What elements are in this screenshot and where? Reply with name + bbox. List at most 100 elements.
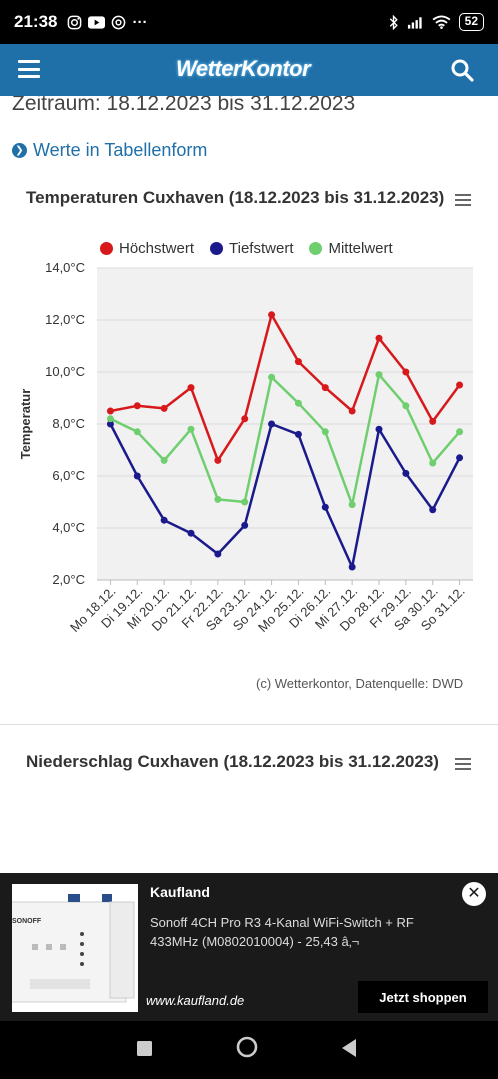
product-image[interactable]: SONOFF — [12, 884, 138, 1012]
product-label-text: SONOFF — [12, 918, 42, 925]
data-point — [133, 472, 141, 480]
ad-banner[interactable]: SONOFF Kaufland Sonoff 4CH Pro R3 4-Kana… — [0, 873, 498, 1021]
data-point — [348, 407, 356, 415]
series-line-0 — [110, 313, 461, 462]
page-title: Zeitraum: 18.12.2023 bis 31.12.2023 — [12, 96, 356, 115]
table-link[interactable]: ❯ Werte in Tabellenform — [12, 140, 207, 161]
data-point — [160, 404, 168, 412]
data-point — [456, 428, 464, 436]
search-icon[interactable] — [450, 58, 474, 82]
data-point — [133, 402, 141, 410]
ad-description[interactable]: Sonoff 4CH Pro R3 4-Kanal WiFi-Switch + … — [150, 915, 414, 949]
data-point — [294, 399, 302, 407]
status-time: 21:38 — [14, 12, 58, 31]
site-logo[interactable]: WetterKontor — [176, 56, 311, 82]
data-point — [268, 373, 276, 381]
instagram-icon — [68, 15, 82, 29]
data-point — [214, 495, 222, 503]
data-point — [160, 456, 168, 464]
data-point — [321, 503, 329, 511]
temperature-chart-title: Temperaturen Cuxhaven (18.12.2023 bis 31… — [26, 188, 445, 207]
legend-item-hoechst[interactable]: Höchstwert — [100, 240, 194, 257]
data-point — [241, 498, 249, 506]
data-point — [160, 516, 168, 524]
data-point — [106, 407, 114, 415]
series-line-2 — [109, 373, 461, 506]
y-tick-label: 8,0°C — [52, 416, 85, 431]
data-point — [456, 454, 464, 462]
temperature-chart: 2,0°C4,0°C6,0°C8,0°C10,0°C12,0°C14,0°CMo… — [18, 260, 473, 635]
hamburger-menu-icon[interactable] — [18, 60, 40, 78]
data-point — [106, 415, 114, 423]
precip-chart-menu-icon[interactable] — [455, 758, 471, 770]
series-line-1 — [109, 422, 461, 569]
data-point — [402, 469, 410, 477]
data-point — [133, 428, 141, 436]
site-header: WetterKontor — [0, 44, 498, 96]
y-tick-label: 10,0°C — [45, 364, 85, 379]
y-axis-title: Temperatur — [18, 389, 33, 460]
data-point — [429, 506, 437, 514]
data-point — [429, 459, 437, 467]
legend-dot-mittel — [309, 242, 323, 255]
status-bar: 21:38 ··· 52 — [0, 0, 498, 44]
data-point — [294, 358, 302, 366]
legend-label-hoechst: Höchstwert — [119, 240, 195, 257]
y-tick-label: 6,0°C — [52, 468, 85, 483]
data-point — [429, 417, 437, 425]
data-point — [348, 501, 356, 509]
ad-url[interactable]: www.kaufland.de — [146, 993, 245, 1008]
data-credit: (c) Wetterkontor, Datenquelle: DWD — [256, 676, 464, 691]
chevron-right-icon: ❯ — [12, 143, 27, 158]
close-icon[interactable]: ✕ — [462, 882, 486, 906]
data-point — [375, 371, 383, 379]
table-link-label: Werte in Tabellenform — [33, 140, 208, 160]
at-sign-icon — [112, 15, 126, 29]
chart-legend: Höchstwert Tiefstwert Mittelwert — [100, 240, 393, 257]
data-point — [241, 415, 249, 423]
legend-dot-tiefst — [210, 242, 224, 255]
more-notifications-icon: ··· — [132, 13, 148, 31]
legend-item-tiefst[interactable]: Tiefstwert — [210, 240, 293, 257]
legend-label-tiefst: Tiefstwert — [229, 240, 294, 257]
data-point — [214, 456, 222, 464]
data-point — [187, 384, 195, 392]
data-point — [106, 420, 114, 428]
data-point — [456, 381, 464, 389]
y-tick-label: 14,0°C — [45, 260, 85, 275]
data-point — [375, 425, 383, 433]
logo-text: WetterKontor — [176, 56, 311, 81]
wifi-icon — [432, 15, 451, 29]
y-tick-label: 12,0°C — [45, 312, 85, 327]
section-divider — [0, 724, 498, 725]
bluetooth-icon — [389, 14, 398, 30]
data-point — [348, 563, 356, 571]
data-point — [294, 430, 302, 438]
notification-icons: ··· — [67, 14, 147, 31]
data-point — [214, 550, 222, 558]
data-point — [321, 428, 329, 436]
y-tick-label: 4,0°C — [52, 520, 85, 535]
back-icon[interactable] — [342, 1039, 357, 1057]
data-point — [321, 384, 329, 392]
y-tick-label: 2,0°C — [52, 572, 85, 587]
youtube-icon — [88, 15, 106, 29]
recents-icon[interactable] — [137, 1041, 152, 1056]
home-icon[interactable] — [236, 1036, 258, 1058]
chart-menu-icon[interactable] — [455, 194, 471, 206]
data-point — [402, 402, 410, 410]
data-point — [375, 334, 383, 342]
precipitation-chart-title: Niederschlag Cuxhaven (18.12.2023 bis 31… — [26, 752, 439, 771]
data-point — [268, 311, 276, 319]
system-navigation-bar — [0, 1021, 498, 1079]
ad-brand: Kaufland — [150, 884, 210, 900]
legend-label-mittel: Mittelwert — [328, 240, 393, 257]
data-point — [187, 529, 195, 537]
data-point — [268, 420, 276, 428]
shop-now-button[interactable]: Jetzt shoppen — [358, 981, 488, 1013]
data-point — [402, 368, 410, 376]
data-point — [241, 521, 249, 529]
battery-indicator: 52 — [458, 13, 484, 31]
legend-item-mittel[interactable]: Mittelwert — [309, 240, 393, 257]
data-point — [187, 425, 195, 433]
